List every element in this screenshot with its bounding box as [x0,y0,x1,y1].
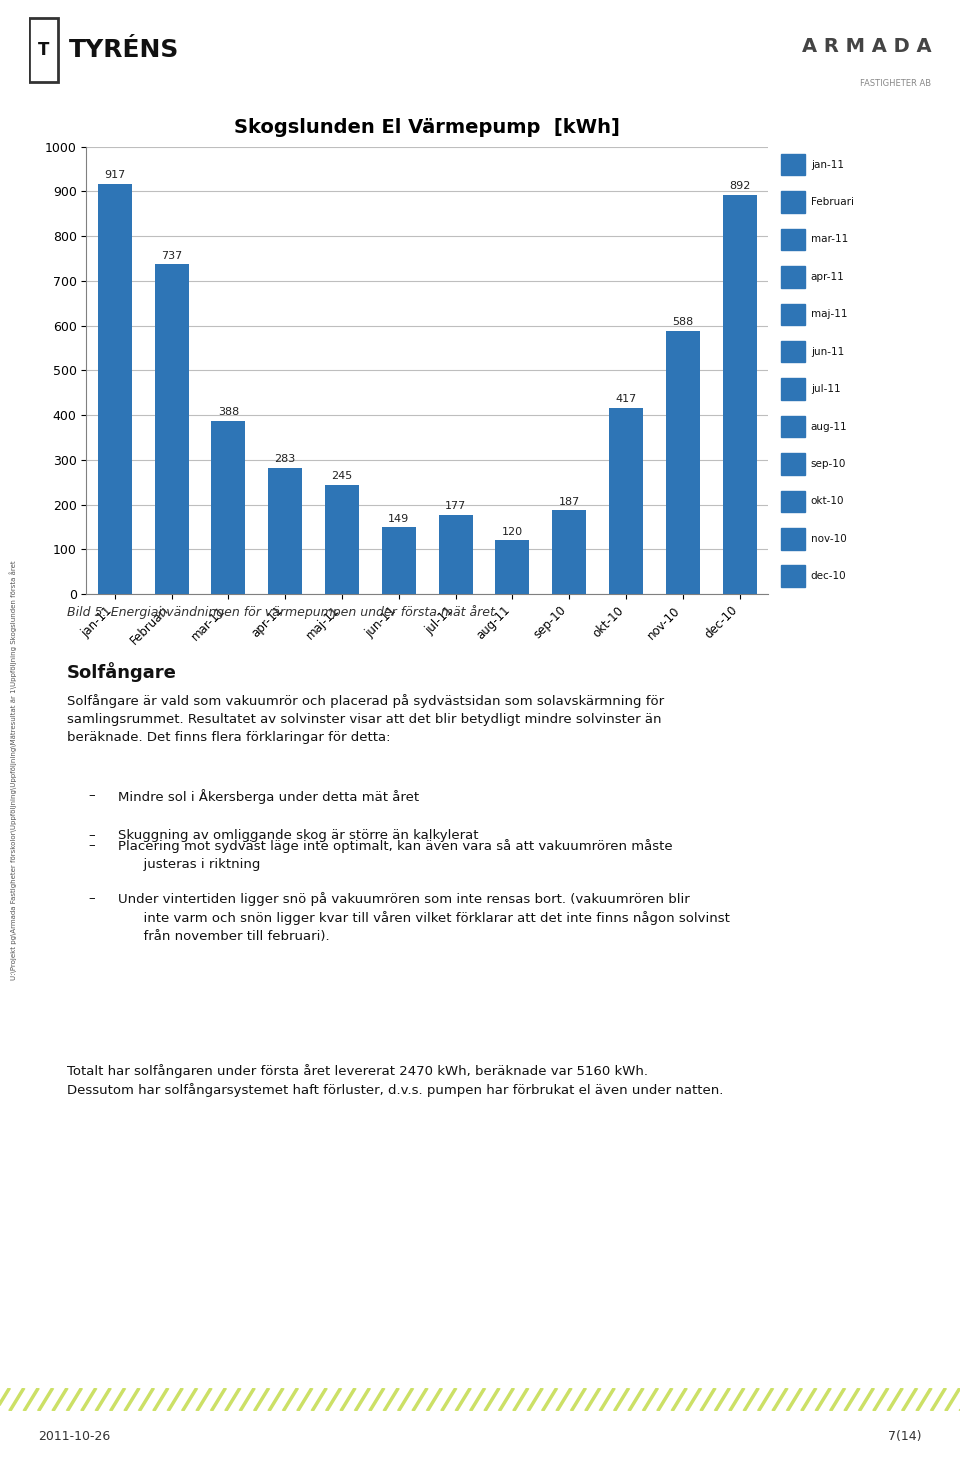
Bar [324,484,359,594]
Text: aug-11: aug-11 [811,421,848,431]
Bar [780,191,804,213]
Text: sep-10: sep-10 [811,459,846,469]
Bar [98,183,132,594]
Text: apr-11: apr-11 [811,271,845,282]
Text: T: T [37,41,49,59]
Text: 892: 892 [729,182,751,192]
Text: Skuggning av omliggande skog är större än kalkylerat: Skuggning av omliggande skog är större ä… [118,829,478,842]
Text: nov-10: nov-10 [811,534,847,544]
Text: dec-10: dec-10 [811,571,847,581]
Bar [609,408,643,594]
Text: Bild 5: Energianvändningen för värmepumpen under första mät året: Bild 5: Energianvändningen för värmepump… [67,604,495,619]
Text: jun-11: jun-11 [811,346,844,356]
Text: 7(14): 7(14) [888,1430,922,1442]
Text: Februari: Februari [811,197,853,207]
Text: –: – [88,789,95,802]
Bar [268,468,302,594]
Bar [780,415,804,437]
Bar [780,304,804,326]
Text: 177: 177 [445,502,467,512]
Bar [780,154,804,176]
Text: –: – [88,892,95,905]
Text: Solfångare: Solfångare [67,662,177,682]
Text: 2011-10-26: 2011-10-26 [38,1430,110,1442]
Text: 588: 588 [672,317,693,327]
Title: Skogslunden El Värmepump  [kWh]: Skogslunden El Värmepump [kWh] [234,117,620,136]
Text: jan-11: jan-11 [811,160,844,170]
Text: 737: 737 [161,251,182,261]
Bar [29,18,59,82]
Text: 187: 187 [559,497,580,508]
Text: 283: 283 [275,453,296,464]
Bar [780,340,804,362]
Bar [155,264,188,594]
Bar [780,490,804,512]
Text: –: – [88,839,95,852]
Text: –: – [88,829,95,842]
Bar [552,511,587,594]
Bar [665,332,700,594]
Bar [723,195,756,594]
Bar [382,528,416,594]
Bar [780,453,804,475]
Text: Placering mot sydväst läge inte optimalt, kan även vara så att vakuumrören måste: Placering mot sydväst läge inte optimalt… [118,839,673,871]
Text: 149: 149 [388,513,409,524]
Text: 388: 388 [218,406,239,417]
Text: 417: 417 [615,395,636,403]
Bar [780,229,804,251]
Bar [495,540,529,594]
Text: Solfångare är vald som vakuumrör och placerad på sydvästsidan som solavskärmning: Solfångare är vald som vakuumrör och pla… [67,694,664,744]
Text: 120: 120 [502,527,523,537]
Bar [439,515,472,594]
Text: U:\Projekt pg\Armada Fastigheter förskolor\Uppföljning\Uppföljning\Mätresultat ä: U:\Projekt pg\Armada Fastigheter förskol… [10,560,17,980]
Text: okt-10: okt-10 [811,496,845,506]
Text: jul-11: jul-11 [811,384,841,395]
Text: Mindre sol i Åkersberga under detta mät året: Mindre sol i Åkersberga under detta mät … [118,789,419,804]
Bar [780,378,804,400]
Bar [780,565,804,587]
Text: mar-11: mar-11 [811,235,848,245]
Bar [211,421,246,594]
Text: 245: 245 [331,471,352,481]
Text: TYRÉNS: TYRÉNS [69,38,180,62]
Bar [780,528,804,550]
Bar [780,266,804,288]
Text: 917: 917 [105,170,126,180]
Text: Under vintertiden ligger snö på vakuumrören som inte rensas bort. (vakuumrören b: Under vintertiden ligger snö på vakuumrö… [118,892,730,943]
Text: A R M A D A: A R M A D A [802,38,931,56]
Text: FASTIGHETER AB: FASTIGHETER AB [860,79,931,88]
Text: Totalt har solfångaren under första året levererat 2470 kWh, beräknade var 5160 : Totalt har solfångaren under första året… [67,1064,724,1097]
Text: maj-11: maj-11 [811,310,848,320]
